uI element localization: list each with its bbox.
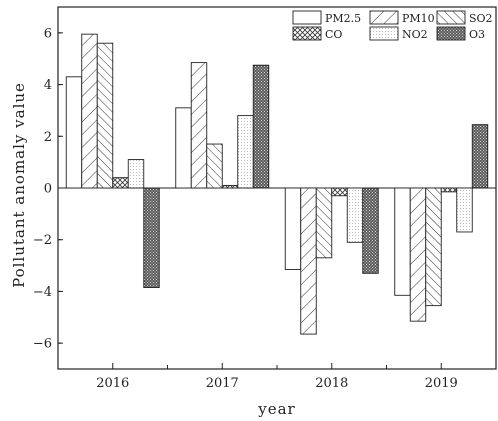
bar-pm25-2018: [284, 187, 302, 270]
y-tick-label: −6: [33, 337, 52, 352]
y-axis-title: Pollutant anomaly value: [10, 82, 28, 288]
bar-so2-2019: [425, 187, 442, 307]
bar-o3-2019: [471, 124, 489, 189]
bar-no2-2018: [346, 187, 364, 243]
bar-pm25-2016: [65, 76, 83, 189]
x-tick-label: 2016: [96, 376, 129, 391]
x-axis: 2016 2017 2018 2019: [57, 363, 497, 391]
bar-no2-2016: [127, 159, 145, 189]
legend-label: SO2: [469, 12, 493, 25]
x-tick-label: 2017: [206, 376, 239, 391]
bar-so2-2017: [206, 143, 223, 189]
legend: PM2.5 PM10 SO2 CO NO2 O3: [292, 10, 493, 41]
y-axis: −6 −4 −2 0 2 4 6: [33, 26, 63, 352]
bar-o3-2018: [362, 187, 379, 274]
bar-pm10-2018: [300, 187, 317, 335]
legend-swatch: [369, 26, 399, 41]
bar-o3-2017: [252, 64, 270, 189]
bar-pm25-2017: [175, 107, 192, 189]
bar-no2-2019: [456, 187, 473, 233]
legend-swatch: [292, 26, 322, 41]
legend-label: PM2.5: [325, 12, 361, 25]
x-tick-label: 2019: [425, 376, 458, 391]
legend-label: CO: [325, 28, 342, 41]
x-tick-label: 2018: [315, 376, 348, 391]
legend-label: PM10: [402, 12, 435, 25]
legend-label: NO2: [402, 28, 428, 41]
bar-pm10-2019: [409, 187, 427, 322]
legend-swatch: [292, 10, 322, 25]
y-tick-label: 4: [44, 78, 52, 93]
bar-co-2019: [440, 187, 458, 193]
y-tick-label: −4: [33, 285, 52, 300]
bar-no2-2017: [237, 115, 254, 189]
legend-swatch: [436, 10, 466, 25]
legend-label: O3: [469, 28, 485, 41]
bar-pm25-2019: [394, 187, 411, 296]
bar-o3-2016: [143, 187, 160, 289]
legend-swatch: [369, 10, 399, 25]
bar-pm10-2016: [81, 33, 98, 189]
y-tick-label: −2: [33, 233, 52, 248]
y-tick-label: 0: [44, 182, 52, 197]
bar-pm10-2017: [190, 62, 208, 189]
bar-co-2018: [331, 187, 348, 197]
bars: [65, 33, 489, 335]
bar-co-2017: [221, 184, 239, 189]
y-tick-label: 2: [44, 130, 52, 145]
x-axis-title: year: [257, 400, 295, 418]
legend-swatch: [436, 26, 466, 41]
bar-co-2016: [112, 177, 129, 189]
y-tick-label: 6: [44, 26, 52, 41]
bar-so2-2018: [315, 187, 333, 259]
bar-so2-2016: [96, 42, 114, 189]
